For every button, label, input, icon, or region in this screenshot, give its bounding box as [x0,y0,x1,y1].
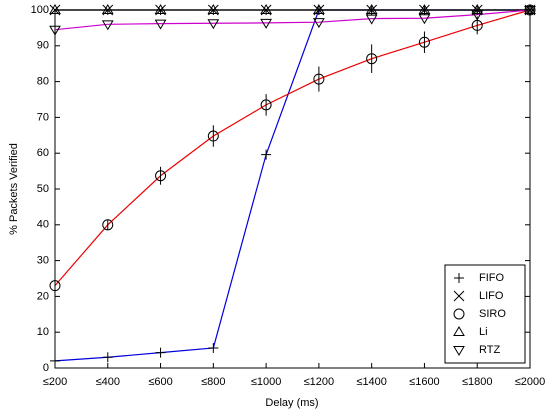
marker [453,290,465,302]
marker [207,4,220,14]
x-tick-label: ≤1600 [409,376,440,388]
x-tick-label: ≤1400 [356,376,387,388]
marker [365,4,378,14]
marker [207,130,219,142]
marker [102,352,113,363]
marker [454,273,464,283]
marker [260,18,272,29]
y-tick-label: 30 [37,255,49,267]
y-axis-label: % Packets Verified [8,143,20,235]
marker [453,326,465,336]
marker [49,4,61,14]
marker [524,4,536,14]
y-tick-label: 40 [37,219,49,231]
x-tick-label: ≤2000 [515,376,546,388]
y-tick-label: 70 [37,111,49,123]
y-tick-label: 10 [37,326,49,338]
marker [313,4,325,14]
marker [471,10,484,21]
marker [101,4,114,14]
series-line [54,9,531,31]
x-tick-label: ≤1200 [304,376,335,388]
marker [418,36,430,48]
marker [471,4,484,14]
marker [49,25,61,36]
y-tick-label: 90 [37,40,49,52]
marker [366,53,378,65]
marker [207,19,220,30]
marker [313,18,325,29]
x-tick-label: ≤600 [148,376,172,388]
x-tick-label: ≤200 [43,376,67,388]
legend-label: Li [479,326,488,338]
marker [155,170,167,182]
legend-label: RTZ [479,344,500,356]
y-tick-label: 0 [43,362,49,374]
marker [418,14,431,25]
x-tick-label: ≤1000 [251,376,282,388]
marker [260,99,272,111]
marker [101,20,114,31]
x-tick-label: ≤400 [96,376,120,388]
x-tick-label: ≤1800 [462,376,493,388]
y-tick-label: 100 [31,4,49,16]
y-tick-label: 20 [37,290,49,302]
marker [208,342,219,353]
marker [49,280,61,292]
x-tick-label: ≤800 [201,376,225,388]
marker [365,14,378,25]
marker [154,19,167,30]
series-line [54,9,531,287]
legend-box [444,264,526,364]
y-tick-label: 60 [37,147,49,159]
legend-label: FIFO [479,272,504,284]
marker [524,6,536,16]
legend-label: SIRO [479,308,506,320]
marker [418,4,431,14]
marker [261,149,272,160]
marker [154,4,167,14]
marker [313,73,325,85]
x-axis-label: Delay (ms) [265,397,318,409]
y-tick-label: 50 [37,183,49,195]
y-tick-label: 80 [37,76,49,88]
marker [155,347,166,358]
marker [50,355,60,366]
legend-label: LIFO [479,290,504,302]
marker [102,219,114,231]
marker [453,308,465,320]
marker [453,346,465,356]
marker [260,4,272,14]
